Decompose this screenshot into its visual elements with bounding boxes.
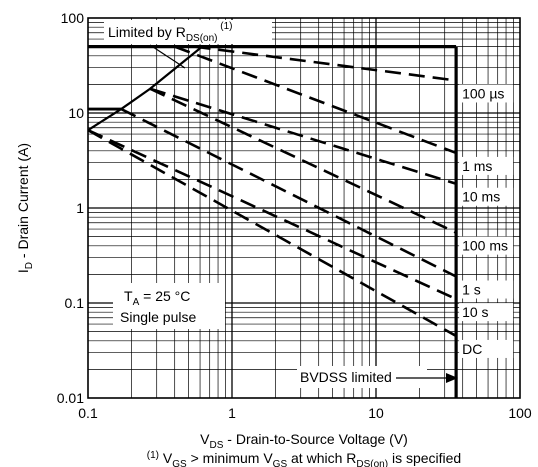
x-axis-title: VDS - Drain-to-Source Voltage (V) (200, 431, 408, 451)
footnote: (1) VGS > minimum VGS at which RDS(on) i… (147, 450, 461, 467)
bvdss-arrow-head (446, 373, 458, 383)
x-tick-label: 1 (228, 405, 236, 421)
series-label-bg (459, 280, 514, 299)
series-line-2 (149, 87, 457, 185)
bvdss-box (297, 366, 427, 388)
series-line-0 (194, 45, 457, 82)
conditions-line-1: TA = 25 °C (124, 288, 190, 308)
series-label: 100 ms (462, 238, 508, 254)
conditions-line-2: Single pulse (120, 309, 196, 325)
x-tick-label: 0.1 (78, 405, 98, 421)
series-label-bg (459, 339, 514, 358)
series-label: 100 µs (462, 85, 504, 101)
series-line-3 (149, 87, 457, 234)
y-tick-label: 0.1 (65, 295, 85, 311)
series-label: 1 s (462, 282, 481, 298)
y-tick-label: 0.01 (57, 390, 84, 406)
series-label-bg (459, 303, 514, 322)
series-line-6 (87, 129, 457, 338)
limited-by-label: Limited by RDS(on) (1) (108, 21, 233, 44)
limited-by-pointer (149, 44, 186, 69)
y-tick-label: 10 (68, 105, 84, 121)
series-label-bg (459, 156, 514, 175)
series-label: 10 ms (462, 189, 500, 205)
limit-lines (87, 44, 458, 398)
y-axis-title: ID - Drain Current (A) (15, 143, 35, 273)
series-label-bg (459, 187, 514, 206)
series-label-bg (459, 236, 514, 255)
y-tick-label: 1 (76, 200, 84, 216)
plot-frame (87, 17, 521, 399)
rds-on-limit-line (87, 45, 203, 132)
conditions-box (113, 283, 225, 329)
x-tick-label: 100 (508, 405, 532, 421)
series-label: 10 s (462, 304, 488, 320)
series-labels: 100 µs 1 ms 10 ms 100 ms 1 s 10 s DC (459, 84, 514, 358)
limited-by-box (104, 20, 272, 44)
series-line-4 (120, 107, 457, 278)
bvdss-label: BVDSS limited (300, 369, 392, 385)
series-label-bg (459, 84, 514, 103)
series-label: 1 ms (462, 158, 492, 174)
series-label: DC (462, 341, 482, 357)
series-line-1 (174, 45, 457, 155)
x-tick-label: 10 (368, 405, 384, 421)
grid (88, 18, 520, 398)
y-tick-label: 100 (61, 10, 85, 26)
series-line-5 (87, 128, 457, 301)
curves (87, 45, 457, 338)
